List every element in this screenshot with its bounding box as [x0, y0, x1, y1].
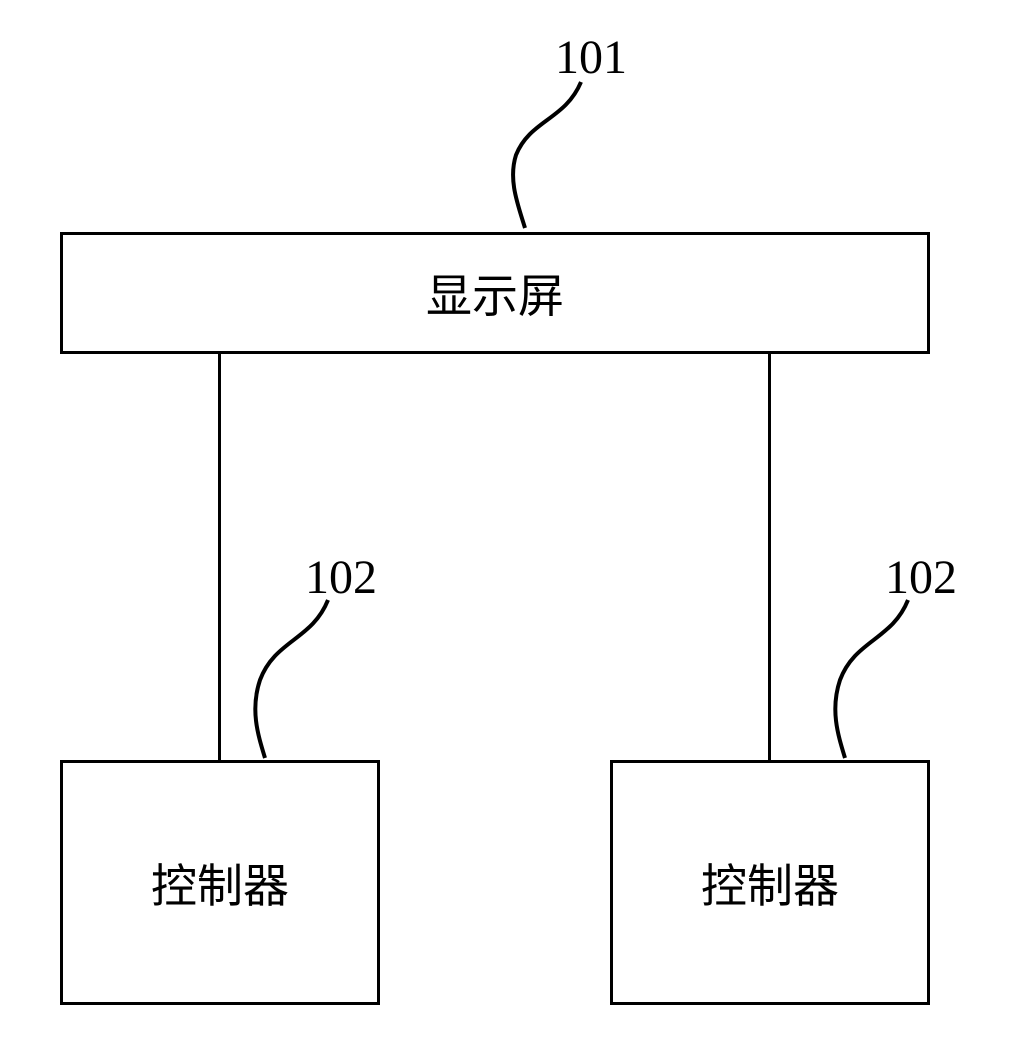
controller-left-label: 控制器 — [151, 850, 289, 916]
controller-left-box: 控制器 — [60, 760, 380, 1005]
connector-right — [768, 354, 771, 760]
connector-left — [218, 354, 221, 760]
display-box-label: 显示屏 — [426, 260, 564, 326]
controller-right-box: 控制器 — [610, 760, 930, 1005]
controller-right-label: 控制器 — [701, 850, 839, 916]
display-box: 显示屏 — [60, 232, 930, 354]
diagram-stage: 101 102 102 显示屏 控制器 控制器 — [0, 0, 1030, 1062]
